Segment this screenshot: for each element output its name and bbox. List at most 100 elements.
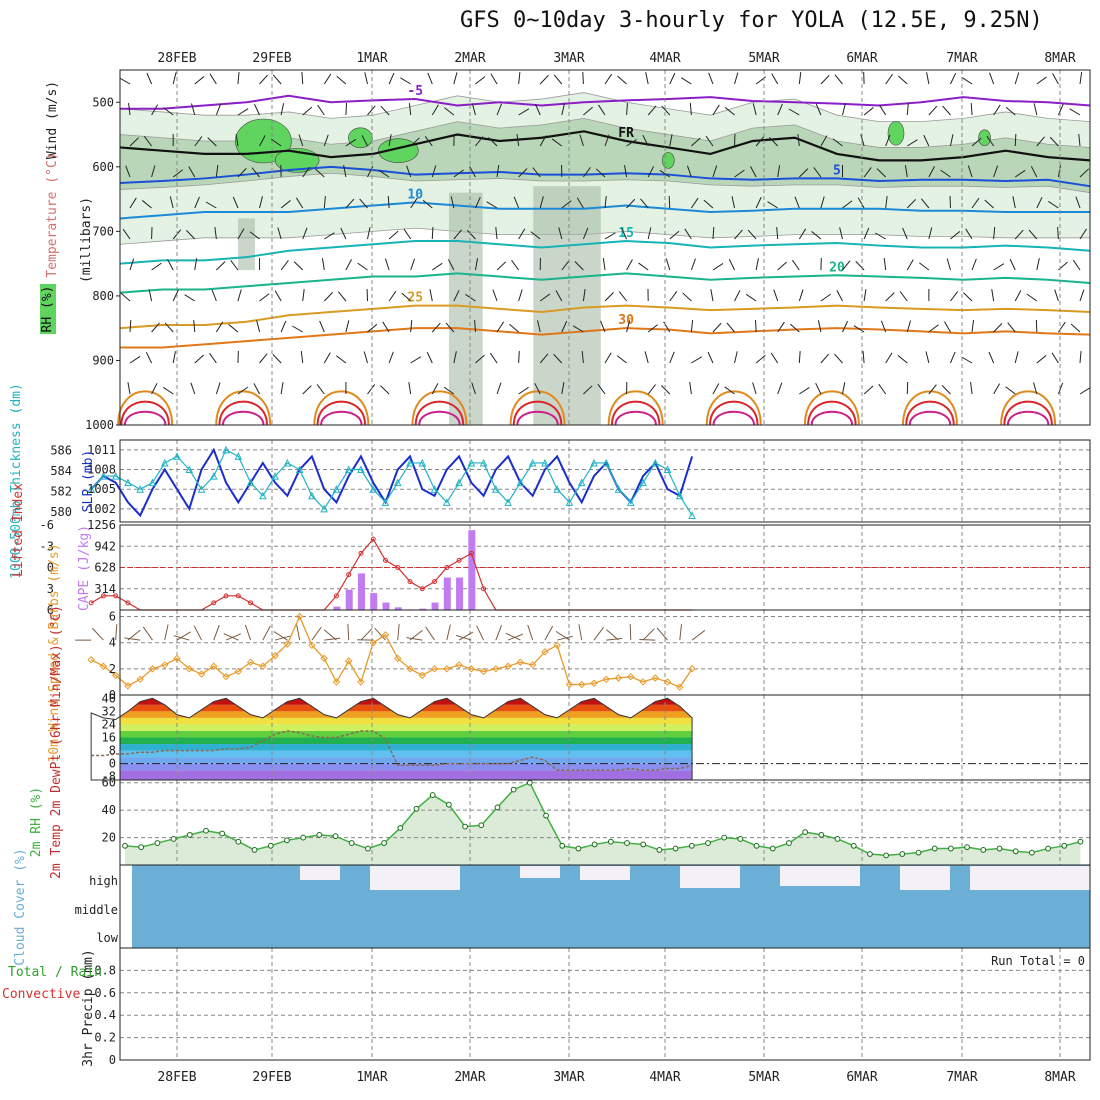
- cape-bar-27: [419, 608, 427, 610]
- upper-ytick-label-2: 700: [92, 224, 114, 238]
- contour-7: [120, 327, 1091, 349]
- barb-32-8: [817, 320, 822, 333]
- barb-32-1: [815, 103, 822, 116]
- barb-25-2: [669, 134, 673, 147]
- barb-7-6: [280, 260, 289, 271]
- rh-marker-55: [1012, 848, 1019, 855]
- rh-tick-1: 40: [102, 803, 116, 817]
- barb-6-1: [254, 103, 260, 116]
- barb-27-6: [712, 263, 724, 271]
- li-marker-28: [432, 579, 438, 585]
- barb-22-1: [598, 104, 606, 116]
- wind-tick-2: 4: [109, 636, 116, 650]
- barb-22-7: [604, 292, 614, 302]
- barb-5-5: [237, 228, 245, 240]
- cape-bar-20: [333, 606, 341, 610]
- rh-marker-40: [769, 845, 776, 852]
- barb-5-1: [237, 108, 249, 116]
- barb-6-9: [259, 353, 268, 364]
- barb-30-8: [777, 321, 785, 333]
- barb-38-10: [941, 385, 951, 395]
- barb-8-5: [302, 227, 308, 240]
- wind-barb-18: [311, 626, 322, 641]
- barb-7-8: [280, 320, 287, 333]
- date-top-4MAR: 4MAR: [649, 51, 680, 66]
- barb-9-10: [316, 384, 325, 395]
- li-marker-11: [223, 593, 229, 599]
- thick-marker-10: [209, 471, 218, 480]
- cloud-gap-6: [970, 866, 1090, 890]
- barb-22-2: [604, 134, 610, 147]
- barb-42-9: [1036, 355, 1047, 364]
- wind-marker-32: [479, 667, 488, 676]
- barb-44-3: [1079, 168, 1090, 178]
- barb-34-5: [863, 227, 870, 240]
- barb-18-2: [516, 134, 520, 147]
- barb-38-6: [946, 258, 951, 271]
- wind-barb-30: [458, 631, 474, 641]
- slp-tick-1: 1005: [87, 482, 116, 496]
- barb-20-10: [561, 382, 565, 395]
- thick-marker-44: [626, 498, 635, 506]
- wind-marker-6: [161, 661, 169, 669]
- barb-42-7: [1026, 293, 1038, 302]
- warm-cell-2-1: [316, 400, 367, 426]
- barb-25-7: [669, 290, 678, 302]
- barb-41-0: [1014, 72, 1020, 85]
- barb-30-2: [769, 137, 779, 147]
- barb-15-8: [445, 322, 455, 333]
- thick-marker-49: [688, 511, 696, 519]
- wind-speed-line: [90, 614, 693, 688]
- barb-23-2: [626, 139, 637, 147]
- wind-marker-3: [124, 682, 132, 690]
- barb-44-5: [1079, 228, 1087, 240]
- barb-33-4: [842, 200, 853, 209]
- thick-marker-33: [492, 485, 500, 493]
- thick-marker-18: [308, 491, 316, 500]
- barb-19-9: [539, 353, 549, 364]
- barb-1-3: [151, 165, 156, 178]
- barb-41-10: [1005, 386, 1016, 395]
- warm-cell-6-2: [712, 410, 756, 426]
- wind-marker-1: [99, 662, 108, 670]
- barb-41-9: [1014, 351, 1019, 364]
- barb-44-4: [1075, 196, 1081, 209]
- barb-16-2: [475, 136, 484, 147]
- barb-0-10: [127, 382, 131, 395]
- barb-34-9: [862, 351, 865, 364]
- warm-cell-9-1: [1003, 400, 1053, 426]
- barb-38-2: [949, 134, 954, 147]
- precip-tick-1: 0.2: [94, 1031, 116, 1045]
- barb-20-9: [553, 353, 563, 364]
- barb-9-2: [323, 134, 329, 147]
- rh-marker-39: [753, 842, 760, 849]
- thick-marker-48: [676, 491, 684, 500]
- barb-26-6: [690, 258, 696, 271]
- barb-25-0: [669, 72, 676, 85]
- thick-marker-42: [602, 458, 611, 467]
- rh-marker-3: [170, 836, 177, 842]
- warm-cell-7-1: [807, 400, 857, 426]
- thick-marker-17: [295, 465, 304, 474]
- warm-cell-9-0: [1000, 390, 1057, 426]
- barb-8-7: [302, 289, 305, 302]
- cape-tick-0: 314: [94, 582, 116, 596]
- temp-tick-4: 24: [102, 717, 116, 731]
- rh-marker-42: [802, 829, 809, 835]
- barb-23-6: [626, 259, 633, 271]
- barb-37-3: [928, 166, 935, 178]
- rh-blob-4: [887, 120, 905, 146]
- barb-44-2: [1078, 134, 1081, 147]
- barb-10-1: [345, 102, 348, 116]
- rh-marker-47: [883, 852, 890, 859]
- barb-25-5: [669, 230, 680, 240]
- barb-14-9: [426, 351, 433, 364]
- rh-marker-33: [656, 847, 663, 853]
- li-marker-2: [113, 593, 119, 599]
- cloud-row-high: high: [89, 874, 118, 888]
- cloud-gap-7: [300, 866, 340, 880]
- wind-marker-28: [430, 665, 439, 673]
- barb-5-4: [232, 196, 239, 209]
- li-marker-21: [346, 572, 352, 578]
- wind-marker-16: [283, 640, 292, 648]
